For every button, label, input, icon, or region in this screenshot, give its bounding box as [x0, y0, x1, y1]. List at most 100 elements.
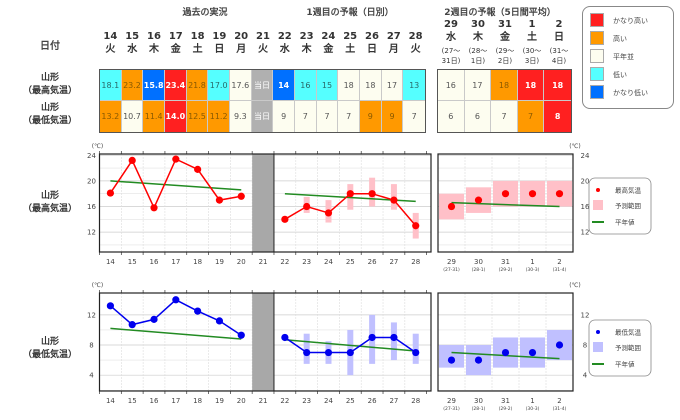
day-weekday: 日 [554, 32, 564, 43]
x-tick-label: 19 [215, 258, 224, 266]
week2-point [447, 202, 456, 211]
week2-point [528, 348, 537, 357]
y-unit-label: (℃) [92, 282, 103, 289]
day-weekday: 日 [367, 44, 377, 55]
chart-legend-box [588, 177, 652, 235]
x-week2-tick-label: 1 [530, 258, 534, 266]
week2-day-header: 30 木 [467, 18, 489, 44]
x-tick-label: 25 [346, 258, 355, 266]
chart-label-max: 山形 （最高気温） [15, 190, 85, 216]
legend-range-icon [593, 200, 603, 210]
day-weekday: 金 [500, 32, 510, 43]
day-header: 16 木 [143, 30, 165, 56]
min-temp-cell: 当日 [251, 101, 274, 132]
day-number: 23 [299, 31, 314, 42]
past-title: 過去の実況 [182, 8, 228, 18]
max-temp-cell: 14 [273, 70, 295, 101]
max-temp-cell: 16 [438, 70, 465, 101]
week2-range-label: (28〜 1日) [464, 46, 492, 66]
y-tick-label-right: 16 [581, 203, 590, 211]
y-tick-label: 20 [87, 177, 96, 185]
x-week2-sub-label: (28-1) [472, 406, 486, 412]
max-temp-cell: 17 [464, 70, 492, 101]
legend-swatch-high [590, 31, 604, 45]
day-weekday: 月 [236, 44, 247, 55]
day-number: 21 [256, 31, 270, 42]
day-weekday: 火 [410, 44, 421, 55]
range-start: (28〜 [468, 47, 488, 55]
legend-swatch-low [590, 67, 604, 81]
y-tick-label: 4 [89, 372, 94, 380]
week2-point [555, 190, 564, 198]
day-header: 20 月 [230, 30, 252, 56]
forecast-point [390, 196, 398, 204]
y-unit-label-right: (℃) [569, 282, 580, 289]
x-tick-label: 18 [193, 397, 202, 405]
past-point [128, 321, 136, 329]
day-number: 15 [125, 31, 140, 42]
legend-label-high: 高い [613, 35, 627, 43]
range-end: 3日) [524, 57, 540, 65]
legend-range-label: 予測範囲 [615, 201, 641, 210]
max-temp-cell: 21.8 [186, 70, 209, 101]
past-point [215, 317, 224, 325]
week2-point [474, 196, 483, 204]
min-temp-cell: 8 [544, 101, 571, 132]
x-tick-label: 28 [411, 258, 420, 266]
range-start: (27〜 [441, 47, 461, 55]
legend-label-low: 低い [613, 71, 627, 79]
x-tick-label: 23 [302, 258, 311, 266]
legend-label-very-high: かなり高い [613, 17, 648, 25]
week2-point [501, 348, 510, 357]
day-weekday: 木 [149, 44, 159, 55]
legend-point-label: 最高気温 [615, 186, 642, 195]
y-tick-label-right: 12 [581, 311, 590, 319]
week2-table: 16 17 18 18 18 6 6 7 7 8 [437, 69, 572, 133]
day-weekday: 土 [345, 44, 356, 55]
day-number: 26 [365, 31, 379, 42]
min-temp-cell: 7 [403, 101, 425, 132]
day-number: 20 [234, 31, 249, 42]
x-tick-label: 25 [346, 397, 355, 405]
week1-title: 1週目の予報（日別） [306, 8, 394, 18]
table-legend: かなり高い 高い 平年並 低い かなり低い [582, 6, 674, 109]
legend-swatch-very-high [590, 13, 604, 27]
day-header: 21 火 [252, 30, 274, 56]
forecast-point [412, 348, 420, 357]
x-tick-label: 26 [368, 258, 377, 266]
date-label: 日付 [40, 41, 60, 52]
day-weekday: 金 [323, 44, 334, 55]
day-weekday: 土 [192, 44, 203, 55]
min-temp-chart [98, 290, 652, 394]
legend-point-icon [596, 188, 600, 192]
day-number: 31 [498, 19, 512, 30]
max-temp-cell: 23.2 [121, 70, 144, 101]
x-week2-sub-label: (31-4) [553, 267, 567, 273]
day-number: 17 [168, 31, 183, 42]
week2-title: 2週目の予報（5日間平均） [444, 8, 556, 18]
day-weekday: 金 [170, 44, 181, 55]
x-week2-tick-label: 29 [447, 258, 456, 266]
max-temp-cell: 15 [316, 70, 339, 101]
x-tick-label: 16 [150, 258, 159, 266]
x-tick-label: 27 [389, 397, 398, 405]
day-number: 1 [528, 19, 536, 30]
legend-normal-label: 平年値 [615, 218, 635, 227]
y-tick-label: 16 [87, 203, 96, 211]
week2-range-label: (30〜 3日) [518, 46, 546, 66]
range-start: (31〜 [549, 47, 569, 55]
min-temp-cell: 9 [381, 101, 404, 132]
day-number: 28 [408, 31, 423, 42]
x-tick-label: 24 [324, 258, 333, 266]
past-point [215, 196, 224, 204]
forecast-point [324, 209, 333, 217]
week2-point [447, 356, 456, 364]
max-temp-cell: 18 [544, 70, 571, 101]
past-point [194, 165, 202, 173]
x-tick-label: 23 [302, 397, 311, 405]
week2-range-box [439, 345, 464, 368]
chart-label-max-type: （最高気温） [22, 204, 77, 214]
x-week2-sub-label: (31-4) [553, 406, 567, 412]
